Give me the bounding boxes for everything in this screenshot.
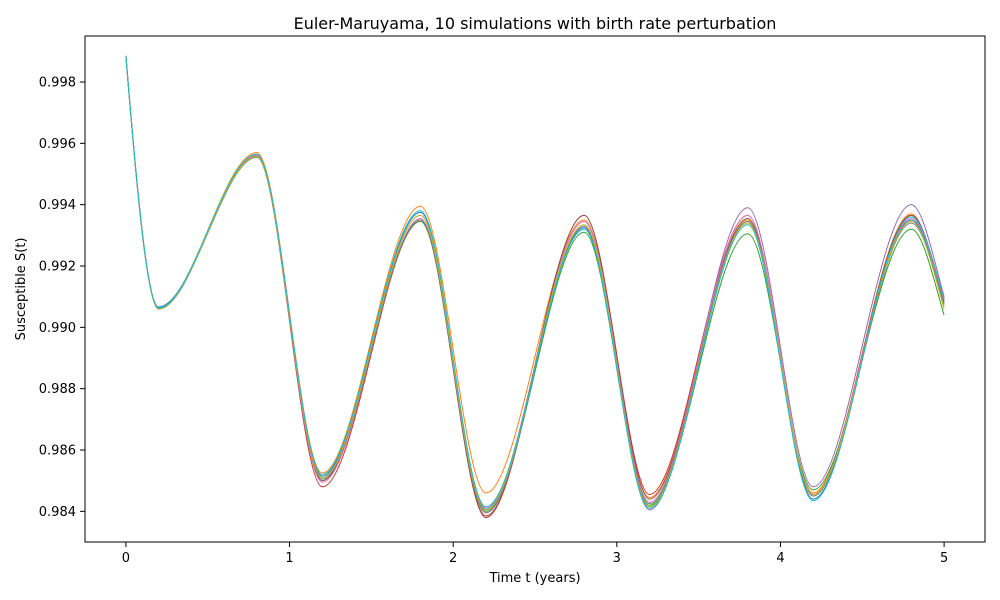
x-tick-label: 2 (449, 551, 457, 566)
x-tick-label: 3 (613, 551, 621, 566)
y-tick-label: 0.996 (39, 137, 76, 152)
series-line-8 (125, 55, 945, 514)
y-tick-label: 0.990 (39, 321, 76, 336)
x-tick-label: 0 (122, 551, 130, 566)
chart-title: Euler-Maruyama, 10 simulations with birt… (294, 14, 777, 33)
y-tick-label: 0.998 (39, 76, 76, 91)
x-tick-label: 5 (940, 551, 948, 566)
x-axis-label: Time t (years) (488, 571, 580, 586)
series-line-2 (125, 55, 945, 499)
y-tick-label: 0.992 (39, 260, 76, 275)
y-tick-label: 0.994 (39, 198, 76, 213)
y-tick-label: 0.984 (39, 505, 76, 520)
plot-frame (84, 35, 986, 543)
y-tick-label: 0.986 (39, 444, 76, 459)
series-layer (125, 55, 945, 518)
x-axis-ticks: 0 1 2 3 4 5 (122, 542, 948, 566)
x-tick-label: 1 (285, 551, 293, 566)
y-axis-label: Susceptible S(t) (14, 238, 29, 341)
y-axis-ticks: 0.984 0.986 0.988 0.990 0.992 0.994 0.996 0.998 (39, 76, 85, 520)
series-line-10 (125, 55, 945, 509)
y-tick-label: 0.988 (39, 382, 76, 397)
x-tick-label: 4 (776, 551, 784, 566)
